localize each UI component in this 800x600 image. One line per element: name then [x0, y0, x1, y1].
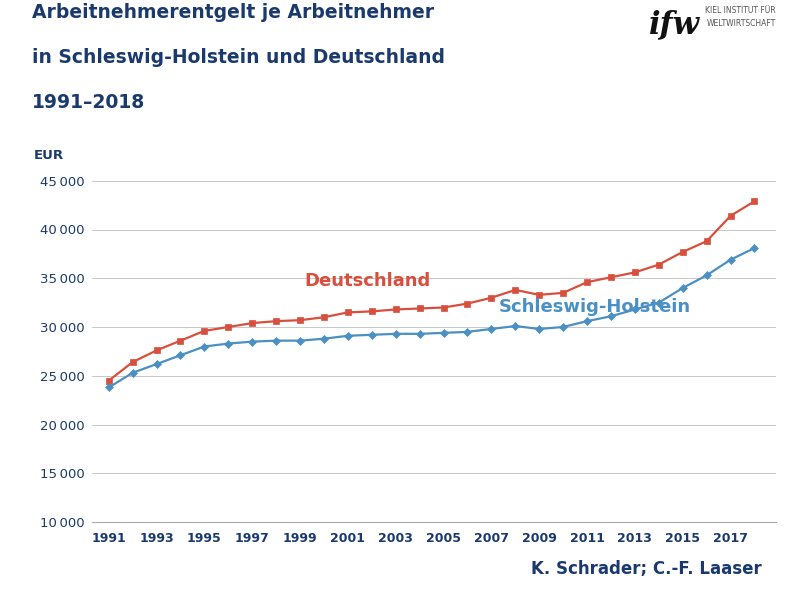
Text: eine Bestandsaufnahme“, Kieler Beiträge zur Wirtschaftspolitik, 21: eine Bestandsaufnahme“, Kieler Beiträge …: [12, 581, 347, 591]
Text: EUR: EUR: [34, 149, 64, 162]
Text: KIEL INSTITUT FÜR
WELTWIRTSCHAFT: KIEL INSTITUT FÜR WELTWIRTSCHAFT: [706, 6, 776, 28]
Text: Deutschland: Deutschland: [305, 272, 431, 290]
Text: in Schleswig-Holstein und Deutschland: in Schleswig-Holstein und Deutschland: [32, 48, 445, 67]
Text: ifw: ifw: [649, 9, 700, 40]
Text: Schleswig-Holstein: Schleswig-Holstein: [498, 298, 690, 316]
Text: Arbeitnehmerentgelt je Arbeitnehmer: Arbeitnehmerentgelt je Arbeitnehmer: [32, 3, 434, 22]
Text: Quelle: „Schleswig-Holsteins Wirtschaft in Zeiten des Aufschwungs –: Quelle: „Schleswig-Holsteins Wirtschaft …: [12, 557, 402, 567]
Text: K. Schrader; C.-F. Laaser: K. Schrader; C.-F. Laaser: [530, 559, 762, 577]
Text: 1991–2018: 1991–2018: [32, 93, 146, 112]
